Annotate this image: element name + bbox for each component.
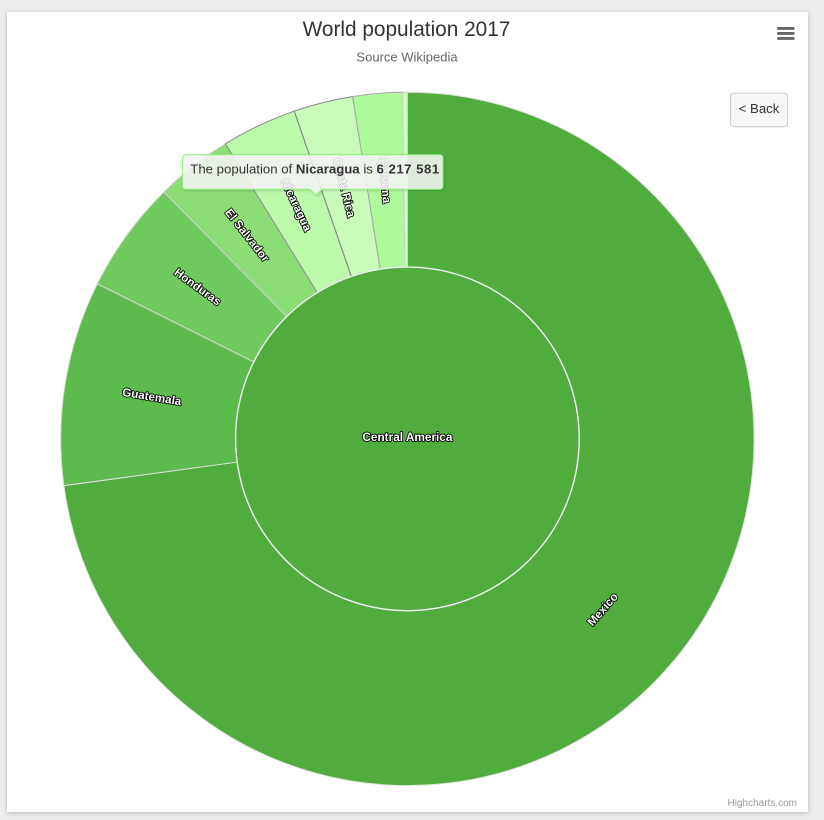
- svg-text:World population 2017: World population 2017: [303, 18, 511, 41]
- svg-text:Source Wikipedia: Source Wikipedia: [356, 50, 458, 65]
- svg-text:The population of Nicaragua is: The population of Nicaragua is 6 217 581: [190, 161, 439, 176]
- svg-text:< Back: < Back: [739, 101, 780, 116]
- svg-text:Central America: Central America: [362, 430, 452, 444]
- svg-text:Highcharts.com: Highcharts.com: [728, 798, 797, 809]
